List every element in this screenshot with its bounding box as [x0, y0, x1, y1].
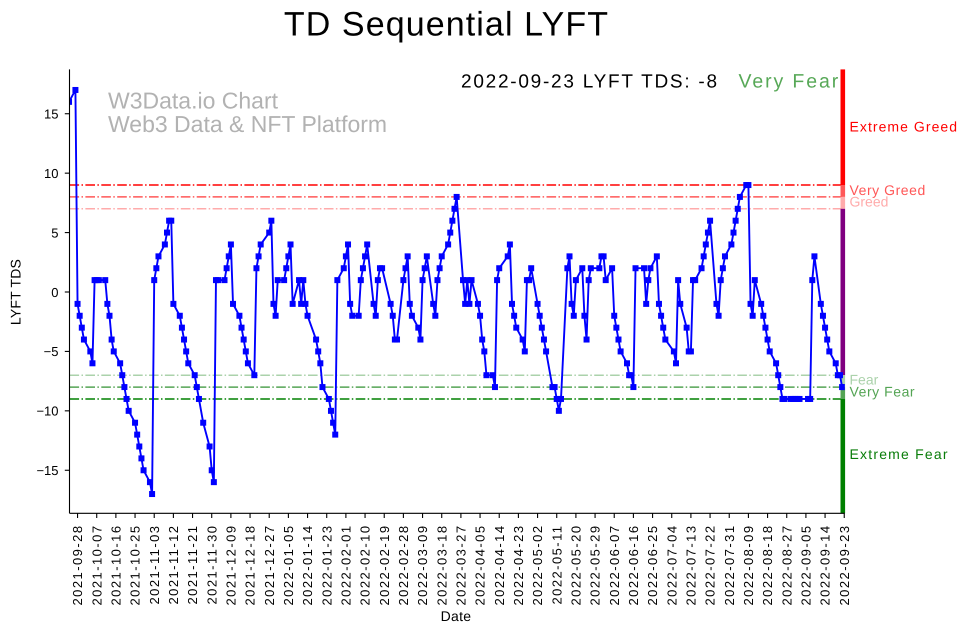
- svg-text:2021-11-03: 2021-11-03: [147, 525, 162, 605]
- svg-text:15: 15: [44, 107, 58, 122]
- svg-text:TD Sequential LYFT: TD Sequential LYFT: [284, 6, 609, 44]
- svg-text:2022-08-09: 2022-08-09: [741, 525, 756, 606]
- svg-text:2022-09-14: 2022-09-14: [818, 525, 833, 606]
- svg-text:2022-07-31: 2022-07-31: [722, 525, 737, 606]
- svg-text:2022-06-07: 2022-06-07: [607, 525, 622, 606]
- svg-text:Very Fear: Very Fear: [739, 71, 841, 93]
- svg-text:2022-05-11: 2022-05-11: [549, 525, 564, 605]
- svg-text:2022-09-23: 2022-09-23: [837, 525, 852, 606]
- svg-text:0: 0: [51, 285, 58, 300]
- svg-text:2022-04-14: 2022-04-14: [492, 525, 507, 606]
- svg-text:−15: −15: [36, 463, 58, 478]
- svg-text:2022-04-23: 2022-04-23: [511, 525, 526, 606]
- svg-text:2021-11-21: 2021-11-21: [185, 525, 200, 605]
- svg-text:2021-10-25: 2021-10-25: [128, 525, 143, 606]
- svg-text:2022-03-09: 2022-03-09: [415, 525, 430, 606]
- svg-text:2021-10-16: 2021-10-16: [108, 525, 123, 606]
- svg-text:2022-09-23 LYFT TDS: -8: 2022-09-23 LYFT TDS: -8: [461, 72, 719, 93]
- svg-text:2022-08-18: 2022-08-18: [760, 525, 775, 606]
- svg-text:2022-05-20: 2022-05-20: [569, 525, 584, 606]
- svg-text:2022-06-25: 2022-06-25: [645, 525, 660, 606]
- svg-text:2022-02-19: 2022-02-19: [377, 525, 392, 606]
- svg-text:Extreme Greed: Extreme Greed: [850, 119, 959, 135]
- svg-text:2022-02-01: 2022-02-01: [338, 525, 353, 606]
- svg-text:Greed: Greed: [850, 194, 889, 210]
- svg-text:Very Greed: Very Greed: [850, 182, 926, 198]
- svg-text:LYFT TDS: LYFT TDS: [8, 259, 24, 325]
- svg-text:2021-09-28: 2021-09-28: [70, 525, 85, 606]
- svg-text:2022-01-14: 2022-01-14: [300, 525, 315, 606]
- svg-text:2022-03-18: 2022-03-18: [434, 525, 449, 606]
- svg-text:2022-08-27: 2022-08-27: [779, 525, 794, 606]
- svg-text:10: 10: [44, 166, 58, 181]
- svg-text:W3Data.io Chart: W3Data.io Chart: [108, 88, 279, 114]
- svg-text:2022-09-05: 2022-09-05: [799, 525, 814, 606]
- svg-text:2021-12-27: 2021-12-27: [262, 525, 277, 606]
- svg-text:2022-02-28: 2022-02-28: [396, 525, 411, 606]
- svg-text:2021-12-09: 2021-12-09: [223, 525, 238, 606]
- svg-text:−5: −5: [44, 344, 59, 359]
- svg-text:5: 5: [51, 225, 58, 240]
- svg-text:2022-07-22: 2022-07-22: [703, 525, 718, 606]
- svg-text:2021-11-30: 2021-11-30: [204, 525, 219, 605]
- svg-text:2022-04-05: 2022-04-05: [473, 525, 488, 606]
- svg-text:Date: Date: [441, 608, 472, 624]
- svg-text:2022-01-05: 2022-01-05: [281, 525, 296, 606]
- svg-text:2021-12-18: 2021-12-18: [243, 525, 258, 606]
- svg-text:2022-03-27: 2022-03-27: [454, 525, 469, 606]
- svg-text:Web3 Data & NFT Platform: Web3 Data & NFT Platform: [108, 111, 387, 137]
- svg-text:Extreme Fear: Extreme Fear: [850, 446, 949, 462]
- svg-text:−10: −10: [36, 404, 58, 419]
- svg-text:Fear: Fear: [850, 372, 879, 388]
- svg-text:2022-01-23: 2022-01-23: [319, 525, 334, 606]
- svg-text:2021-10-07: 2021-10-07: [89, 525, 104, 606]
- svg-text:2022-06-16: 2022-06-16: [626, 525, 641, 606]
- svg-text:2022-05-29: 2022-05-29: [588, 525, 603, 606]
- svg-text:2022-05-02: 2022-05-02: [530, 525, 545, 606]
- svg-text:2021-11-12: 2021-11-12: [166, 525, 181, 605]
- svg-text:Very Fear: Very Fear: [850, 384, 916, 400]
- svg-text:2022-07-13: 2022-07-13: [684, 525, 699, 606]
- svg-text:2022-07-04: 2022-07-04: [664, 525, 679, 606]
- svg-text:2022-02-10: 2022-02-10: [358, 525, 373, 606]
